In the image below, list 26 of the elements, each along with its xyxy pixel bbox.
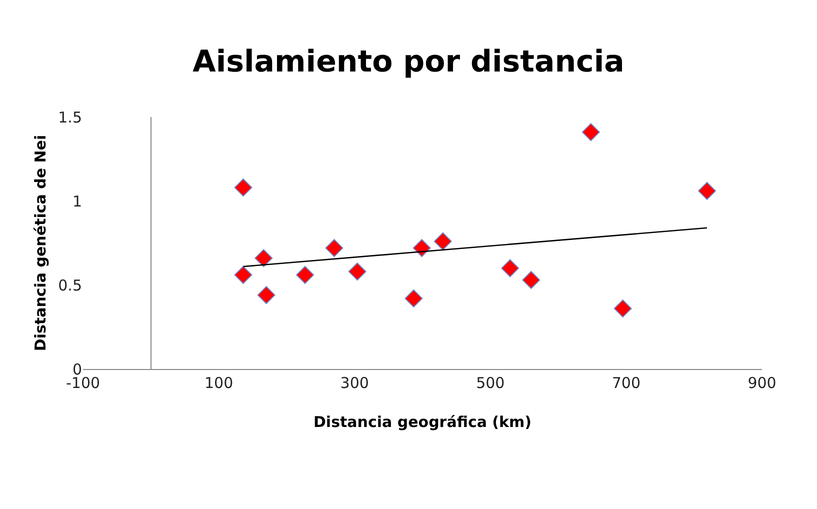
x-tick-label: 300 bbox=[340, 374, 369, 392]
point bbox=[501, 259, 520, 278]
point bbox=[348, 262, 366, 281]
point bbox=[404, 289, 423, 308]
point bbox=[257, 286, 276, 304]
point bbox=[412, 239, 431, 257]
x-axis-title: Distancia geográfica (km) bbox=[313, 413, 532, 431]
point bbox=[296, 266, 314, 284]
chart-title: Aislamiento por distancia bbox=[192, 44, 624, 80]
point bbox=[325, 239, 344, 257]
y-axis-title: Distancia genética de Nei bbox=[31, 134, 50, 352]
point bbox=[234, 178, 252, 197]
x-tick-label: 700 bbox=[612, 374, 641, 392]
x-tick-label: 900 bbox=[748, 374, 776, 392]
x-tick-label: 100 bbox=[204, 374, 234, 392]
point bbox=[582, 123, 600, 142]
point bbox=[254, 249, 273, 268]
x-tick-label: 500 bbox=[476, 374, 505, 392]
point bbox=[614, 300, 632, 318]
point bbox=[698, 182, 716, 200]
y-tick-label: 1.5 bbox=[58, 108, 82, 126]
y-tick-label: 0.5 bbox=[58, 276, 82, 294]
point bbox=[434, 232, 452, 250]
y-tick-label: 1 bbox=[72, 192, 82, 210]
point bbox=[522, 271, 540, 289]
point bbox=[234, 266, 252, 284]
